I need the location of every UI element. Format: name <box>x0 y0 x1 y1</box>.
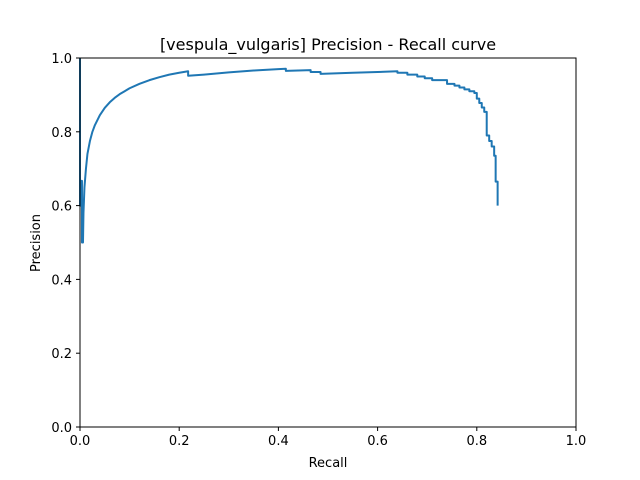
y-tick-label: 0.8 <box>51 126 72 141</box>
x-tick-label: 0.6 <box>367 434 388 449</box>
y-tick-label: 0.0 <box>51 421 72 436</box>
chart-title: [vespula_vulgaris] Precision - Recall cu… <box>160 35 496 55</box>
series-line-0 <box>79 58 499 244</box>
x-axis-label: Recall <box>309 456 348 471</box>
y-tick-label: 1.0 <box>51 52 72 67</box>
plot-area: 0.0 0.2 0.4 0.6 0.8 1.0 0.0 0.2 0.4 0.6 0.8 1.0 <box>51 52 586 449</box>
x-tick-label: 0.0 <box>70 434 91 449</box>
y-tick-label: 0.6 <box>51 200 72 215</box>
x-tick-label: 1.0 <box>566 434 587 449</box>
plot-frame <box>79 57 577 428</box>
x-tick-label: 0.4 <box>268 434 289 449</box>
x-tick-label: 0.8 <box>466 434 487 449</box>
y-tick-label: 0.2 <box>51 347 72 362</box>
y-tick-label: 0.4 <box>51 273 72 288</box>
y-axis-label: Precision <box>29 214 44 272</box>
x-tick-label: 0.2 <box>169 434 190 449</box>
